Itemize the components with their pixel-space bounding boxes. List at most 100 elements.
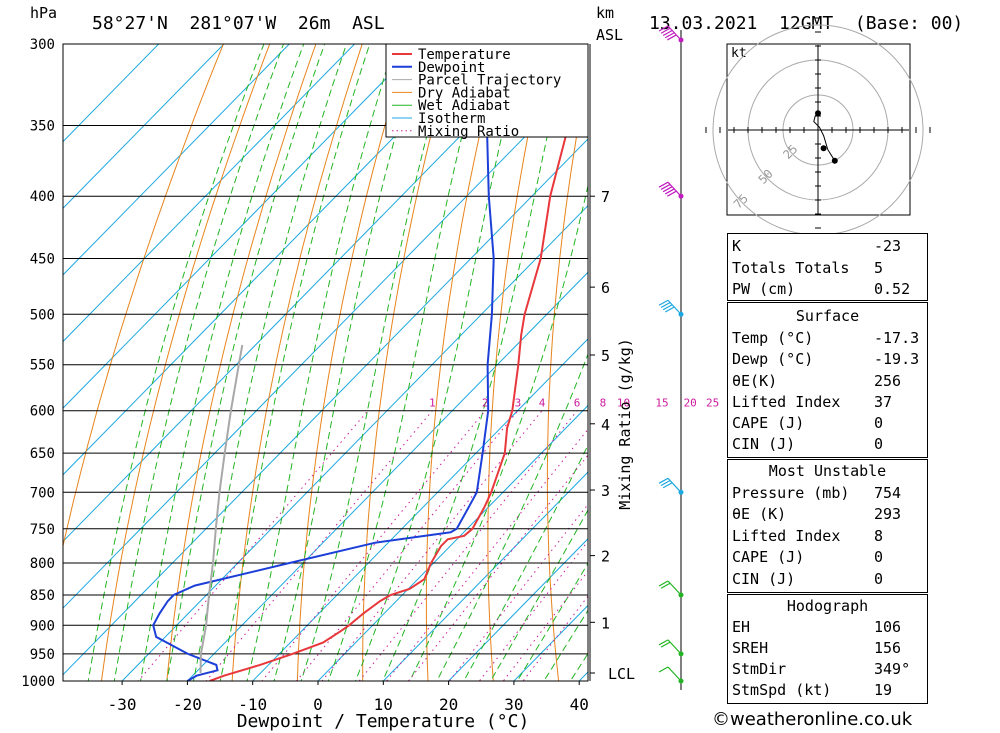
mixing-ratio-label: 6 (574, 397, 581, 410)
wind-barb (658, 299, 682, 315)
wind-barb-staff (667, 299, 682, 315)
index-value: 19 (874, 681, 893, 699)
wind-barbs (658, 25, 684, 684)
height-tick-label: 3 (601, 482, 610, 500)
wet-adiabat-line (490, 509, 588, 681)
plot-frame (62, 43, 589, 682)
wind-barb-staff (667, 477, 682, 493)
temperature-tick-label: 40 (570, 695, 589, 714)
mixing-ratio-label: 3 (515, 397, 522, 410)
height-tick-label: 5 (601, 347, 610, 365)
mixing-ratio-line (205, 410, 433, 681)
legend-label: Temperature (418, 47, 511, 63)
dry-adiabat-line (964, 0, 1000, 707)
wet-adiabat-line (436, 352, 588, 681)
pressure-tick-label: 500 (30, 307, 55, 323)
pressure-tick-label: 600 (30, 404, 55, 420)
index-label: PW (cm) (732, 280, 796, 298)
index-value: 156 (874, 639, 902, 657)
index-row: Lifted Index 8 (728, 526, 927, 547)
index-value: -19.3 (874, 350, 920, 368)
wind-barb-flag (662, 29, 673, 37)
index-label: StmDir (732, 660, 787, 678)
most-unstable-title: Most Unstable (768, 462, 887, 480)
mixing-ratio-line (448, 503, 588, 681)
wind-barb-flag (660, 582, 671, 589)
pressure-tick-label: 900 (30, 618, 55, 634)
height-unit-label: km (596, 4, 614, 22)
dry-adiabat-line (661, 0, 703, 707)
pressure-tick-label: 700 (30, 485, 55, 501)
index-label: Lifted Index (732, 393, 841, 411)
index-label: θE(K) (732, 372, 778, 390)
index-row: EH 106 (728, 617, 927, 638)
index-label: Dewp (°C) (732, 350, 814, 368)
temperature-tick-label: 0 (313, 695, 323, 714)
index-row: CAPE (J) 0 (728, 547, 927, 568)
temperature-tick-label: 10 (374, 695, 393, 714)
isotherm-line (63, 44, 225, 209)
mixing-ratio-line (261, 410, 486, 681)
wind-barb-flag (667, 190, 677, 197)
index-row: StmDir 349° (728, 659, 927, 680)
height-tick-label: 7 (601, 188, 610, 206)
mixing-ratio-label: 10 (617, 397, 630, 410)
legend-label: Dewpoint (418, 60, 485, 76)
wind-barb (658, 181, 682, 197)
temperature-tick-label: -30 (108, 695, 137, 714)
mixing-ratio-line (478, 540, 588, 681)
wet-adiabat-line (516, 562, 588, 681)
hodograph-unit: kt (731, 46, 747, 61)
wind-barb-flag (667, 34, 677, 41)
indices-top-panel: K -23 Totals Totals 5 PW (cm) 0.52 (727, 233, 928, 301)
index-row: StmSpd (kt) 19 (728, 680, 927, 701)
index-label: K (732, 237, 742, 255)
legend-label: Dry Adiabat (418, 85, 511, 101)
legend-label: Parcel Trajectory (418, 73, 561, 89)
mixing-ratio-line (407, 454, 588, 681)
pressure-unit-label: hPa (30, 4, 57, 22)
isotherm-line (63, 44, 356, 343)
index-value: 256 (874, 372, 902, 390)
wind-barb-flag (658, 580, 669, 587)
pressure-axis: 300 350 400 450 500 550 600 650 700 750 800 850 900 9… (21, 37, 55, 690)
wind-barb (658, 477, 682, 493)
index-row: Totals Totals 5 (728, 258, 927, 279)
index-label: CAPE (J) (732, 548, 805, 566)
wind-barb (658, 580, 682, 596)
index-label: Pressure (mb) (732, 484, 850, 502)
wet-adiabat-line (219, 44, 371, 681)
index-label: StmSpd (kt) (732, 681, 832, 699)
mixing-ratio-label: 25 (706, 397, 719, 410)
wind-barb (658, 25, 682, 41)
index-row: K -23 (728, 236, 927, 257)
profile-lines (152, 44, 588, 681)
index-value: 0 (874, 548, 884, 566)
most-unstable-panel: Most Unstable Pressure (mb) 754 θE (K) 293… (727, 459, 928, 593)
copyright-footer[interactable]: ©weatheronline.co.uk (712, 709, 913, 730)
wind-barb-flag (662, 186, 673, 193)
dry-adiabat-line (166, 44, 317, 681)
index-row: CIN (J) 0 (728, 569, 927, 590)
pressure-tick-label: 1000 (21, 674, 55, 690)
legend-label: Wet Adiabat (418, 98, 511, 114)
mixing-ratio-line (321, 410, 543, 681)
index-label: CAPE (J) (732, 414, 805, 432)
wind-barb (658, 666, 682, 682)
index-value: 349° (874, 660, 911, 678)
wind-barb-flag (660, 641, 671, 648)
wind-barb-staff (667, 639, 682, 655)
wind-barb-flag (664, 306, 675, 313)
wind-barb-staff (667, 181, 682, 197)
pressure-tick-label: 450 (30, 252, 55, 268)
isotherm-line (447, 538, 588, 681)
height-tick-label: 4 (601, 416, 610, 434)
wind-barb-flag (658, 25, 669, 32)
legend-label: Mixing Ratio (418, 124, 519, 140)
temperature-tick-label: -20 (173, 695, 202, 714)
index-row: Dewp (°C) -19.3 (728, 349, 927, 370)
hodograph-trace (813, 112, 836, 162)
index-value: -23 (874, 237, 902, 255)
